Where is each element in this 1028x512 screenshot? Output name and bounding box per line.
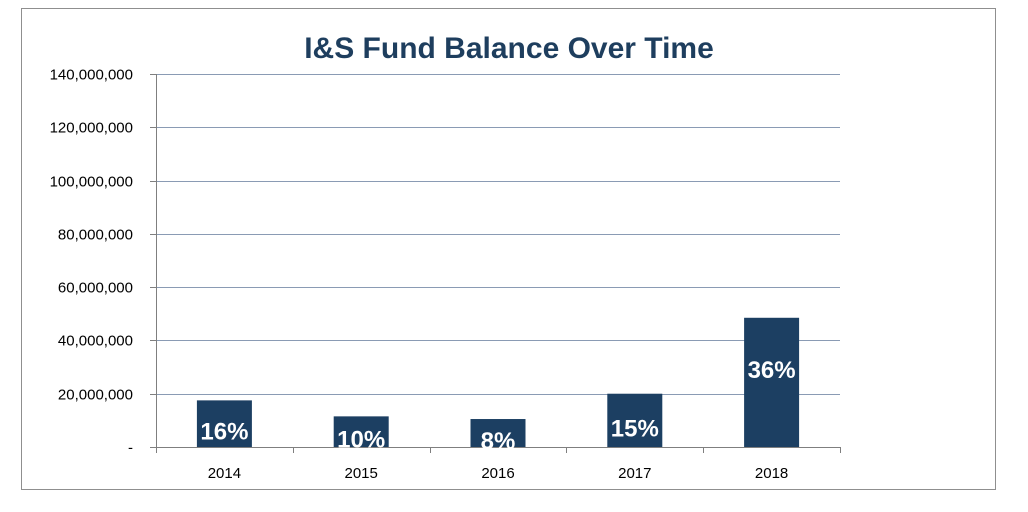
chart-frame	[21, 8, 996, 490]
x-tick-label: 2016	[481, 465, 514, 482]
data-label: 10%	[337, 427, 385, 454]
x-axis	[156, 74, 841, 453]
y-tick-label: 100,000,000	[50, 174, 133, 191]
data-labels: 16% 10% 8% 15% 36%	[200, 357, 795, 455]
y-tick-label: 80,000,000	[58, 227, 133, 244]
data-label: 36%	[748, 357, 796, 384]
bar	[333, 416, 389, 447]
x-tick-label: 2018	[755, 465, 788, 482]
y-tick-label: -	[128, 440, 133, 457]
gridlines	[150, 74, 840, 448]
x-tick-label: 2017	[618, 465, 651, 482]
bar	[744, 317, 800, 447]
data-label: 8%	[481, 428, 516, 455]
y-axis-tick-labels: - 20,000,000 40,000,000 60,000,000 80,000,00…	[50, 67, 133, 457]
x-tick-label: 2014	[208, 465, 241, 482]
bar	[607, 393, 663, 447]
y-tick-label: 20,000,000	[58, 387, 133, 404]
x-tick-label: 2015	[345, 465, 378, 482]
bar	[470, 419, 526, 447]
data-label: 16%	[200, 419, 248, 446]
x-axis-tick-labels: 2014 2015 2016 2017 2018	[208, 465, 789, 482]
y-tick-label: 140,000,000	[50, 67, 133, 84]
y-tick-label: 60,000,000	[58, 280, 133, 297]
data-label: 15%	[611, 415, 659, 442]
bars	[196, 317, 800, 447]
y-tick-label: 40,000,000	[58, 333, 133, 350]
bar	[196, 400, 252, 447]
chart-title: I&S Fund Balance Over Time	[304, 32, 714, 65]
y-tick-label: 120,000,000	[50, 120, 133, 137]
